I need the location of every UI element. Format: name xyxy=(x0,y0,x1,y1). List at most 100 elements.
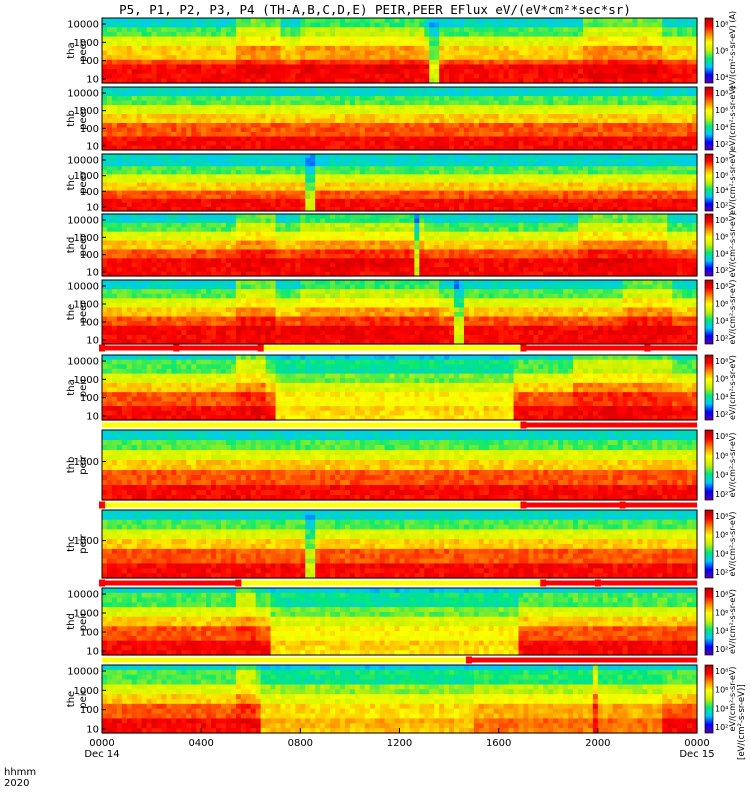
panel-instrument-label: peir xyxy=(78,688,89,708)
colorbar-side-label: eV/(cm²-s-sr-eV) xyxy=(728,589,737,654)
orbit-bar-segment xyxy=(523,422,697,428)
panel-tha-peer: 10 100 1000 10000 tha peer 10⁴ 10⁶ 10⁸ eV/(cm²-s-… xyxy=(66,11,737,90)
orbit-bar-segment xyxy=(263,345,524,351)
y-tick-label: 1000 xyxy=(74,686,99,697)
panel-instrument-label: peer xyxy=(78,38,89,62)
colorbar-side-label: eV/(cm²-s-sr-eV) xyxy=(728,667,737,732)
x-axis-label-hhmm: hhmm xyxy=(4,767,37,778)
chart-title: P5, P1, P2, P3, P4 (TH-A,B,C,D,E) PEIR,P… xyxy=(119,2,631,17)
x-axis-label-year: 2020 xyxy=(4,778,30,789)
colorbar-tick-label: 10⁴ xyxy=(715,471,728,480)
orbit-bar-segment xyxy=(468,657,697,663)
panel-instrument-label: peer xyxy=(78,300,89,324)
colorbar-tick-label: 10⁶ xyxy=(715,233,728,242)
y-tick-label: 10 xyxy=(86,75,99,86)
y-tick-label: 100 xyxy=(80,628,99,639)
x-tick-label: 0400 xyxy=(188,738,213,749)
y-tick-label: 10000 xyxy=(67,590,99,601)
panel-instrument-label: peir xyxy=(78,377,89,397)
orbit-bar-marker xyxy=(619,501,626,509)
y-tick-label: 100 xyxy=(80,124,99,135)
orbit-bar-segment xyxy=(102,657,469,663)
y-tick-label: 10 xyxy=(86,268,99,279)
y-tick-label: 10000 xyxy=(67,156,99,167)
y-tick-label: 10000 xyxy=(67,89,99,100)
colorbar-side-label: eV/(cm²-s-sr-eV) xyxy=(728,280,737,345)
colorbar-tick-label: 10⁴ xyxy=(715,186,728,195)
colorbar-tick-label: 10⁸ xyxy=(715,282,728,291)
y-tick-label: 100 xyxy=(80,56,99,67)
x-tick-label: 0000 xyxy=(684,738,709,749)
panel-the-peir: 10 100 1000 10000 the peir 10² 10⁴ 10⁶ 10⁸ eV/(cm²… xyxy=(66,664,737,736)
colorbar-tick-label: 10⁴ xyxy=(715,249,728,258)
y-tick-label: 10000 xyxy=(67,216,99,227)
heatmap-thd-peir xyxy=(102,588,698,656)
orbit-region-bar xyxy=(102,656,697,664)
colorbar-tick-label: 10⁴ xyxy=(715,549,728,558)
colorbar xyxy=(704,279,714,345)
colorbar-tick-label: 10⁸ xyxy=(715,512,728,521)
panel-frame xyxy=(101,354,698,421)
orbit-bar-marker xyxy=(520,501,527,509)
orbit-bar-marker xyxy=(594,579,601,587)
y-tick-label: 10000 xyxy=(67,667,99,678)
orbit-bar-marker xyxy=(99,501,105,509)
orbit-region-bar xyxy=(99,579,697,587)
colorbar-tick-label: 10⁸ xyxy=(715,667,728,676)
colorbar xyxy=(704,509,714,579)
panel-probe-label: the xyxy=(66,691,77,707)
colorbar-tick-label: 10⁶ xyxy=(715,106,728,115)
y-tick-label: 10 xyxy=(86,725,99,736)
colorbar-tick-label: 10⁶ xyxy=(715,451,728,460)
orbit-bar-marker xyxy=(644,344,651,352)
colorbar-tick-label: 10⁸ xyxy=(715,20,728,29)
colorbar-tick-label: 10⁴ xyxy=(715,317,728,326)
x-axis-label: hhmm 2020 xyxy=(4,767,36,789)
colorbar-tick-label: 10⁴ xyxy=(715,73,728,82)
colorbar-tick-label: 10⁴ xyxy=(715,123,728,132)
panel-instrument-label: peir xyxy=(78,611,89,631)
panel-probe-label: thd xyxy=(66,237,77,254)
orbit-bar-marker xyxy=(99,344,105,352)
orbit-bar-segment xyxy=(102,580,239,586)
panel-frame xyxy=(101,86,698,151)
colorbar-side-label: eV/(cm²-s-sr-eV) xyxy=(728,512,737,577)
y-tick-label: 10000 xyxy=(67,357,99,368)
colorbar-tick-label: 10⁴ xyxy=(715,627,728,636)
y-tick-label: 1000 xyxy=(74,38,99,49)
colorbar-tick-label: 10⁸ xyxy=(715,89,728,98)
y-tick-label: 10 xyxy=(86,336,99,347)
y-tick-label: 1000 xyxy=(74,609,99,620)
orbit-region-bar xyxy=(99,501,697,509)
y-tick-label: 1000 xyxy=(74,106,99,117)
colorbar xyxy=(704,17,714,84)
y-tick-label: 1000 xyxy=(74,233,99,244)
panel-thd-peer: 10 100 1000 10000 thd peer 10² 10⁴ 10⁶ 10⁸ eV/(cm²… xyxy=(66,213,737,279)
colorbar xyxy=(704,664,714,734)
colorbar-tick-label: 10² xyxy=(715,568,728,577)
x-tick-label: 0800 xyxy=(288,738,313,749)
orbit-bar-segment xyxy=(102,345,264,351)
heatmap-the-peir xyxy=(102,665,698,734)
heatmap-thd-peer xyxy=(102,214,698,277)
y-tick-label: 1000 xyxy=(74,375,99,386)
y-tick-label: 100 xyxy=(80,187,99,198)
panel-probe-label: thb xyxy=(66,110,77,127)
y-tick-label: 100 xyxy=(80,318,99,329)
x-tick-label: 2000 xyxy=(585,738,610,749)
y-tick-label: 1000 xyxy=(74,457,99,468)
heatmap-thb-peir xyxy=(102,430,698,501)
colorbar-tick-label: 10² xyxy=(715,266,728,275)
panel-frame xyxy=(101,429,698,501)
colorbar xyxy=(704,587,714,656)
panel-probe-label: thb xyxy=(66,457,77,474)
orbit-bar-marker xyxy=(520,344,527,352)
orbit-bar-marker xyxy=(540,579,547,587)
orbit-bar-segment xyxy=(523,345,697,351)
panel-frame xyxy=(101,279,698,345)
colorbar-side-label: eV/(cm²-s-sr-eV) xyxy=(728,433,737,498)
orbit-bar-segment xyxy=(102,502,524,508)
x-tick-label: 0000 xyxy=(89,738,114,749)
panel-frame xyxy=(101,153,698,212)
